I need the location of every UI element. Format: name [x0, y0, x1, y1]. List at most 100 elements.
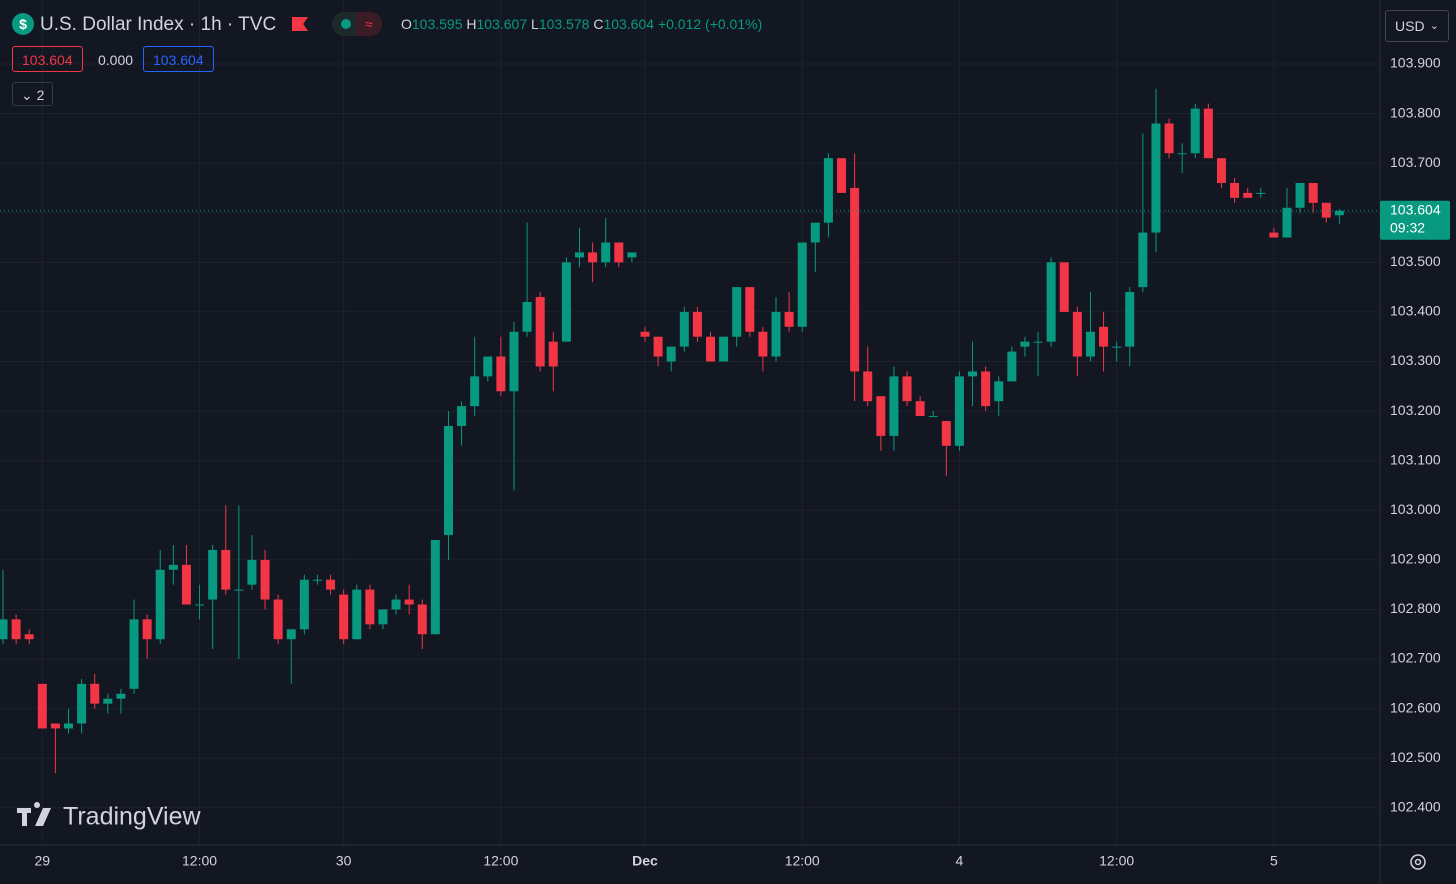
candle-body [574, 252, 584, 258]
candle-body [391, 599, 401, 610]
close-value: 103.604 [603, 16, 655, 32]
currency-select[interactable]: USD ⌄ [1385, 10, 1449, 42]
candle-body [1007, 351, 1017, 382]
logo [17, 802, 51, 826]
candle-body [470, 376, 480, 407]
candle-body [1308, 182, 1318, 203]
candle-body [889, 376, 899, 436]
candle-body [1033, 341, 1043, 343]
candle-body [77, 683, 87, 724]
candle-body [915, 401, 925, 417]
candle-body [1099, 326, 1109, 347]
candle-body [1321, 202, 1331, 218]
candle-body [404, 599, 414, 605]
y-tick-label: 103.800 [1390, 104, 1441, 120]
candle-body [1256, 192, 1266, 194]
y-tick-label: 103.400 [1390, 303, 1441, 319]
candle-body [90, 683, 100, 704]
candle-body [784, 311, 794, 327]
y-tick-label: 102.600 [1390, 699, 1441, 715]
gear-ring [1410, 854, 1426, 870]
candle-body [195, 604, 205, 606]
candle-body [1230, 182, 1240, 198]
candle-body [483, 356, 493, 377]
candle-body [326, 579, 336, 590]
candle-body [0, 619, 8, 640]
status-pill[interactable]: ≈ [332, 12, 382, 36]
candle-body [1295, 182, 1305, 208]
candle-body [430, 540, 440, 635]
y-tick-label: 103.200 [1390, 402, 1441, 418]
flag-icon[interactable] [292, 17, 308, 31]
ohlc-legend: O103.595 H103.607 L103.578 C103.604 +0.0… [401, 16, 762, 32]
candle-body [129, 619, 139, 689]
y-tick-label: 103.900 [1390, 55, 1441, 71]
symbol-title[interactable]: U.S. Dollar Index · 1h · TVC [40, 14, 277, 35]
candle-body [1138, 232, 1148, 288]
candle-body [417, 604, 427, 635]
candle-body [692, 311, 702, 337]
candle-body [181, 564, 191, 605]
candle-body [758, 331, 768, 357]
candle-body [312, 579, 322, 581]
c-label: C [593, 16, 604, 32]
indicators-count: 2 [36, 87, 45, 103]
candle-body [1085, 331, 1095, 357]
ask[interactable]: 103.604 [143, 46, 214, 72]
indicators-toggle[interactable]: ⌄ 2 [12, 82, 54, 106]
candle-body [522, 301, 532, 332]
x-tick-label: 4 [956, 853, 964, 869]
y-tick-label: 102.800 [1390, 600, 1441, 616]
candle-body [601, 242, 611, 263]
candle-body [365, 589, 375, 625]
candle-body [1112, 346, 1122, 348]
candle-body [771, 311, 781, 357]
candle-body [1282, 207, 1292, 238]
candle-body [1020, 341, 1030, 347]
x-tick-label: Dec [632, 853, 658, 869]
h-label: H [466, 16, 477, 32]
candle-body [1072, 311, 1082, 357]
candle-body [234, 589, 244, 591]
countdown: 09:32 [1390, 219, 1425, 235]
market-status-dot [341, 19, 351, 29]
candle-body [1125, 292, 1135, 347]
candle-body [443, 425, 453, 536]
x-tick-label: 29 [35, 853, 51, 869]
candle-body [837, 158, 847, 193]
candle-body [679, 311, 689, 347]
candle-body [457, 406, 467, 426]
x-tick-label: 5 [1270, 853, 1278, 869]
candle-body [496, 356, 506, 392]
candle-body [1046, 262, 1056, 342]
candle-body [208, 549, 218, 600]
candle-body [1177, 153, 1187, 155]
y-tick-label: 103.700 [1390, 154, 1441, 170]
candle-body [876, 396, 886, 436]
x-tick-label: 12:00 [785, 853, 820, 869]
y-tick-label: 103.300 [1390, 352, 1441, 368]
candle-body [1269, 232, 1279, 238]
candle-body [1203, 108, 1213, 159]
brand: TradingView [63, 803, 202, 831]
y-tick-label: 103.100 [1390, 451, 1441, 467]
candle-body [823, 158, 833, 223]
x-tick-label: 30 [336, 853, 352, 869]
logo-mark [17, 802, 51, 826]
candle-body [50, 723, 60, 729]
candle-body [640, 331, 650, 337]
candle-body [706, 336, 716, 362]
candle-body [797, 242, 807, 327]
candle-body [968, 371, 978, 377]
bid[interactable]: 103.604 [12, 46, 83, 72]
settings-icon[interactable] [1410, 854, 1426, 870]
candle-body [168, 564, 178, 570]
candle-body [1164, 123, 1174, 154]
o-label: O [401, 16, 412, 32]
spread: 0.000 [98, 52, 134, 68]
symbol-icon: $ [12, 13, 34, 35]
y-tick-label: 103.000 [1390, 501, 1441, 517]
candle-body [509, 331, 519, 392]
